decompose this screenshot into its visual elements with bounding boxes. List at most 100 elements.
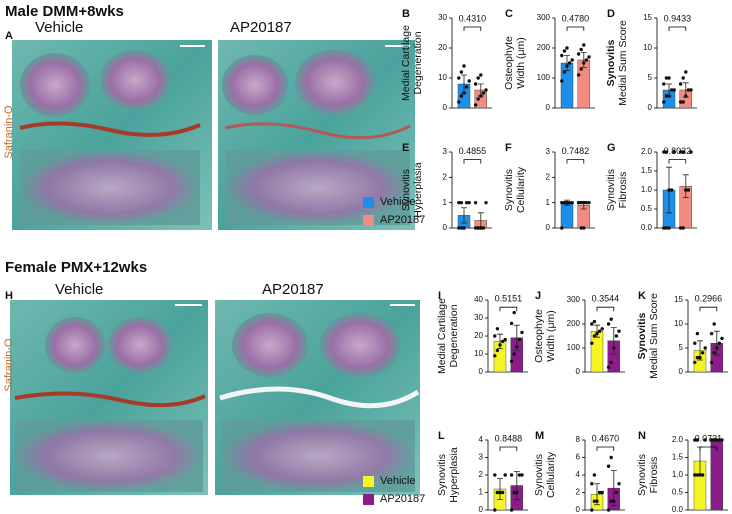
y-tick-label: 0 — [546, 223, 551, 232]
data-point — [565, 46, 569, 50]
data-point — [467, 79, 471, 83]
y-tick-label: 1.5 — [672, 453, 684, 462]
bar-chart: C 0 100 200 300 Osteophyte Width (μm) 0.4780 — [503, 8, 595, 112]
error-bar — [682, 174, 689, 198]
data-point — [457, 76, 461, 80]
data-point — [484, 88, 488, 92]
significance-bracket — [499, 446, 518, 451]
data-point — [678, 226, 683, 230]
y-tick-label: 2 — [576, 488, 581, 497]
y-axis-label: Degeneration — [448, 304, 460, 367]
y-axis-label: Medial Sum Score — [617, 20, 629, 106]
y-tick-label: 30 — [438, 13, 447, 22]
panel-letter: J — [535, 290, 541, 302]
image-label: AP20187 — [230, 19, 292, 36]
bar-chart: K 0 5 10 15 Synovitis Medial Sum Score 0.2966 — [636, 290, 728, 379]
legend-label: Vehicle — [380, 196, 415, 208]
data-point — [509, 321, 514, 326]
data-point — [600, 490, 604, 495]
data-point — [717, 341, 722, 345]
data-point — [672, 150, 676, 154]
y-axis-label: Hyperplasia — [412, 162, 424, 218]
data-point — [576, 200, 581, 205]
y-axis-label: Width (μm) — [545, 310, 557, 362]
y-tick-label: 3 — [443, 147, 448, 156]
bar-chart: N 0.0 0.5 1.0 1.5 2.0 Synovitis Fibrosis 0.0731 — [636, 430, 728, 514]
data-point — [562, 70, 567, 74]
data-point — [476, 97, 480, 101]
p-value: 0.7482 — [562, 146, 590, 156]
data-point — [606, 365, 611, 369]
data-point — [609, 317, 613, 321]
data-point — [584, 58, 589, 62]
data-point — [493, 334, 497, 338]
panel-letter: H — [5, 290, 13, 302]
panel-letter: L — [438, 430, 445, 442]
y-axis-label: Medial Cartilage — [436, 298, 448, 374]
legend-swatch — [363, 197, 374, 208]
y-tick-label: 1 — [479, 488, 484, 497]
y-axis-label: Synovitis — [636, 313, 648, 360]
data-point — [693, 341, 697, 345]
data-point — [493, 354, 497, 358]
error-bar — [497, 478, 503, 500]
y-tick-label: 20 — [438, 43, 447, 52]
y-tick-label: 0.0 — [641, 223, 653, 232]
y-axis-label: Synovitis — [605, 169, 617, 211]
data-point — [678, 100, 683, 104]
p-value: 0.9433 — [664, 13, 692, 23]
y-tick-label: 2 — [443, 172, 448, 181]
data-point — [667, 188, 671, 192]
data-point — [709, 438, 714, 442]
data-point — [667, 94, 671, 98]
y-axis-label: Cellularity — [545, 451, 557, 498]
data-point — [565, 64, 569, 68]
legend-swatch — [363, 476, 374, 487]
data-point — [462, 91, 466, 95]
data-point — [684, 70, 688, 74]
significance-bracket — [699, 446, 718, 451]
legend-swatch — [363, 215, 374, 226]
data-point — [479, 226, 483, 230]
data-point — [562, 49, 567, 53]
data-point — [712, 322, 716, 326]
data-point — [567, 200, 572, 205]
data-point — [587, 55, 591, 59]
panel-letter: I — [438, 290, 441, 302]
panel-letter: C — [505, 8, 513, 20]
y-tick-label: 10 — [674, 319, 683, 328]
data-point — [481, 91, 486, 95]
y-tick-label: 0 — [546, 103, 551, 112]
data-point — [612, 499, 616, 503]
y-axis-label: Width (μm) — [515, 37, 527, 89]
data-point — [498, 490, 502, 495]
data-point — [590, 482, 594, 486]
bar-chart: D 0 5 10 15 Synovitis Medial Sum Score 0.9433 — [605, 8, 697, 112]
data-point — [500, 490, 505, 495]
p-value: 0.8488 — [495, 433, 523, 443]
data-point — [698, 355, 702, 360]
y-tick-label: 4 — [576, 470, 581, 479]
legend-label: AP20187 — [380, 214, 425, 226]
data-point — [664, 226, 669, 230]
data-point — [678, 150, 683, 154]
data-point — [715, 438, 719, 442]
data-point — [560, 79, 564, 83]
data-point — [664, 94, 669, 98]
y-tick-label: 0 — [443, 103, 448, 112]
data-point — [457, 100, 461, 104]
panel-letter: D — [607, 8, 615, 20]
data-point — [664, 76, 669, 80]
significance-bracket — [596, 446, 615, 451]
p-value: 0.4780 — [562, 13, 590, 23]
y-tick-label: 0 — [479, 367, 484, 376]
data-point — [693, 360, 697, 365]
data-point — [686, 188, 691, 192]
data-point — [459, 200, 464, 205]
y-axis-label: Medial Sum Score — [648, 293, 660, 379]
y-tick-label: 300 — [537, 13, 551, 22]
data-point — [664, 150, 669, 154]
y-axis-label: Osteophyte — [503, 36, 515, 90]
data-point — [609, 360, 613, 365]
data-point — [606, 508, 611, 512]
